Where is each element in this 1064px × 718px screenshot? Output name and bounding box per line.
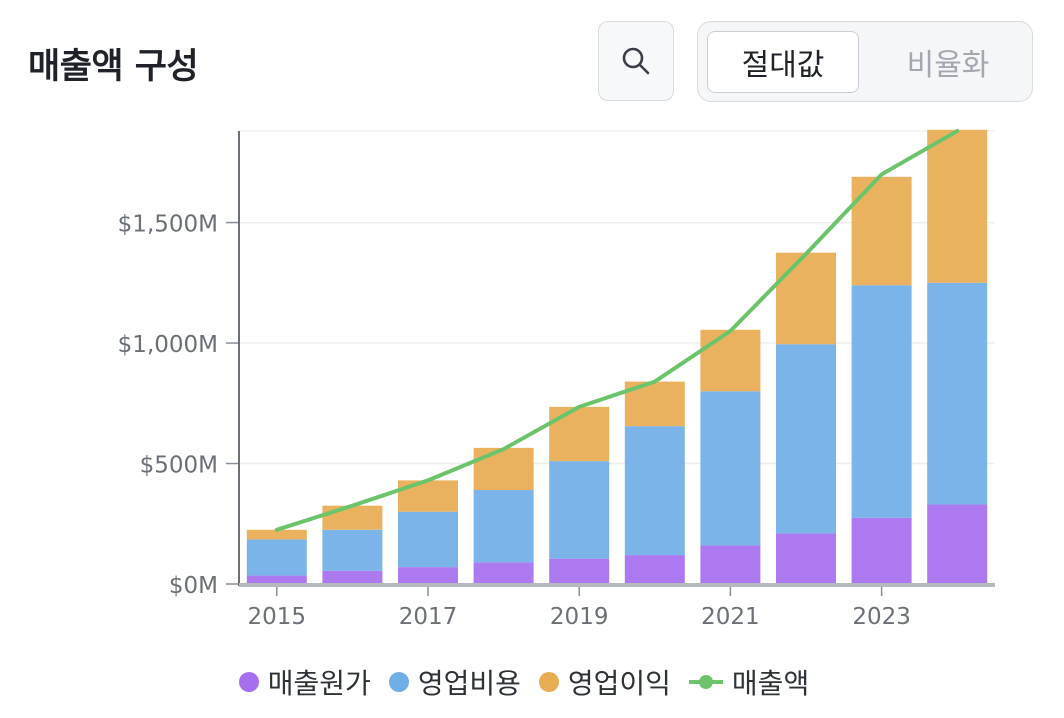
bar-cost xyxy=(776,533,836,584)
y-tick-label: $1,500M xyxy=(118,212,218,238)
revenue-line xyxy=(274,129,960,532)
bar-profit xyxy=(851,176,912,286)
bar-opex xyxy=(473,490,534,563)
bar-opex xyxy=(927,282,988,505)
bar-opex xyxy=(549,461,610,559)
legend-item-revenue[interactable]: 매출액 xyxy=(688,662,810,702)
y-tick-label: $0M xyxy=(169,573,218,599)
bar-cost xyxy=(700,545,761,584)
bar-profit xyxy=(322,505,383,530)
bar-cost xyxy=(322,570,383,584)
y-tick-label: $500M xyxy=(140,453,218,479)
bar-cost xyxy=(624,555,685,584)
legend-swatch-profit xyxy=(538,672,559,692)
search-button[interactable] xyxy=(598,21,674,101)
bar-opex xyxy=(624,426,685,556)
x-tick-label: 2021 xyxy=(701,604,760,630)
bar-cost xyxy=(549,558,610,584)
bar-profit xyxy=(927,129,988,283)
legend-swatch-opex xyxy=(388,672,409,692)
bar-opex xyxy=(776,344,836,534)
absolute-value-button[interactable]: 절대값 xyxy=(707,31,859,93)
legend-swatch-revenue xyxy=(688,672,723,692)
legend-item-opex[interactable]: 영업비용 xyxy=(388,662,521,702)
bar-opex xyxy=(398,511,458,568)
bar-opex xyxy=(322,529,383,571)
bar-cost xyxy=(398,567,458,584)
bar-cost xyxy=(927,504,988,584)
bar-opex xyxy=(700,391,761,546)
bar-profit xyxy=(398,480,458,512)
ratio-button[interactable]: 비율화 xyxy=(906,48,990,83)
bar-cost xyxy=(473,562,534,584)
legend-label-opex: 영업비용 xyxy=(417,667,521,700)
page-title: 매출액 구성 xyxy=(28,47,199,87)
view-mode-toggle: 절대값 비율화 xyxy=(697,21,1033,102)
revenue-composition-chart: $0M $500M $1,000M $1,500M 2015 2017 2019 2021 20… xyxy=(118,129,995,630)
chart-legend: 매출원가 영업비용 영업이익 매출액 xyxy=(0,662,1048,702)
y-tick-label: $1,000M xyxy=(118,332,218,358)
legend-swatch-cost xyxy=(238,672,259,692)
x-tick-label: 2023 xyxy=(852,604,911,630)
bar-profit xyxy=(776,252,836,345)
legend-label-cost: 매출원가 xyxy=(267,667,371,700)
x-tick-label: 2019 xyxy=(550,604,609,630)
bar-opex xyxy=(851,285,912,518)
bar-profit xyxy=(700,329,761,392)
bar-profit xyxy=(246,529,307,540)
bar-opex xyxy=(246,539,307,576)
x-tick-label: 2015 xyxy=(248,604,307,630)
x-tick-label: 2017 xyxy=(399,604,458,630)
legend-item-profit[interactable]: 영업이익 xyxy=(538,662,671,702)
bar-profit xyxy=(549,406,610,462)
legend-item-cost[interactable]: 매출원가 xyxy=(238,662,371,702)
legend-label-profit: 영업이익 xyxy=(567,667,671,700)
bar-profit xyxy=(473,447,534,491)
search-icon xyxy=(622,47,650,75)
bar-cost xyxy=(246,575,307,584)
legend-label-revenue: 매출액 xyxy=(731,667,810,700)
bar-cost xyxy=(851,517,912,584)
